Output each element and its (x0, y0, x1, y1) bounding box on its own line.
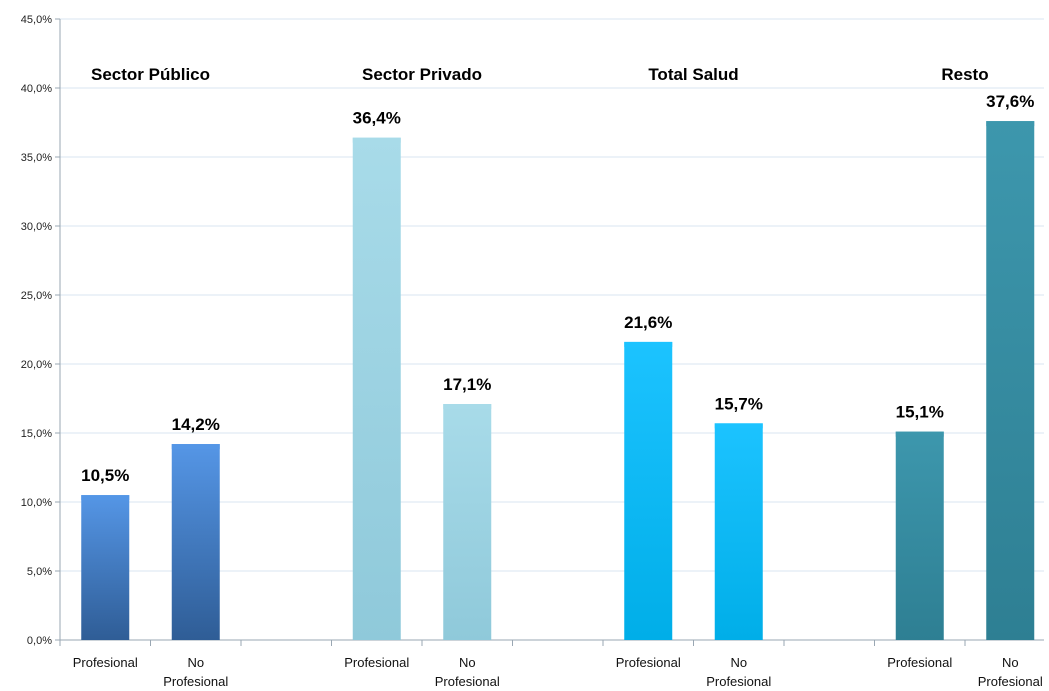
x-category-label: No (1002, 655, 1019, 670)
y-tick-label: 45,0% (21, 14, 52, 26)
group-title: Total Salud (648, 65, 738, 84)
labels: 0,0% 5,0% 10,0% 15,0% 20,0% 25,0% 30,0% 35,0% 40… (21, 14, 1043, 689)
bar-cap (443, 404, 492, 410)
bar (443, 404, 492, 640)
x-category-label: Profesional (887, 655, 952, 670)
data-label: 15,1% (896, 403, 944, 422)
y-tick-label: 0,0% (27, 635, 52, 647)
bar-cap (624, 341, 673, 347)
y-tick-label: 20,0% (21, 359, 52, 371)
bar-cap (352, 137, 401, 143)
x-category-label: No (459, 655, 476, 670)
x-category-label: Profesional (163, 674, 228, 689)
y-tick-label: 5,0% (27, 566, 52, 578)
data-label: 21,6% (624, 313, 672, 332)
data-label: 10,5% (81, 466, 129, 485)
data-label: 15,7% (715, 394, 763, 413)
y-tick-label: 30,0% (21, 221, 52, 233)
bar (171, 444, 220, 640)
bar-cap (171, 444, 220, 450)
bar-cap (81, 495, 130, 501)
bar-cap (895, 431, 944, 437)
data-label: 37,6% (986, 92, 1034, 111)
y-tick-label: 10,0% (21, 497, 52, 509)
axes (55, 18, 1044, 646)
y-tick-label: 15,0% (21, 428, 52, 440)
bar (895, 431, 944, 640)
data-label: 17,1% (443, 375, 491, 394)
group-title: Sector Público (91, 65, 210, 84)
x-category-label: Profesional (706, 674, 771, 689)
bar (624, 341, 673, 640)
bar (714, 423, 763, 640)
x-category-label: No (187, 655, 204, 670)
data-label: 14,2% (172, 415, 220, 434)
x-category-label: Profesional (435, 674, 500, 689)
x-category-label: Profesional (978, 674, 1043, 689)
x-category-label: No (730, 655, 747, 670)
x-category-label: Profesional (616, 655, 681, 670)
bar-cap (986, 121, 1035, 127)
bars (81, 121, 1035, 641)
group-title: Resto (941, 65, 988, 84)
y-tick-label: 35,0% (21, 152, 52, 164)
group-title: Sector Privado (362, 65, 482, 84)
y-tick-label: 40,0% (21, 83, 52, 95)
bar (986, 121, 1035, 641)
x-category-label: Profesional (344, 655, 409, 670)
bar (352, 137, 401, 640)
data-label: 36,4% (353, 109, 401, 128)
y-tick-label: 25,0% (21, 290, 52, 302)
x-category-label: Profesional (73, 655, 138, 670)
gridlines (60, 18, 1044, 572)
bar-cap (714, 423, 763, 429)
bar (81, 495, 130, 640)
